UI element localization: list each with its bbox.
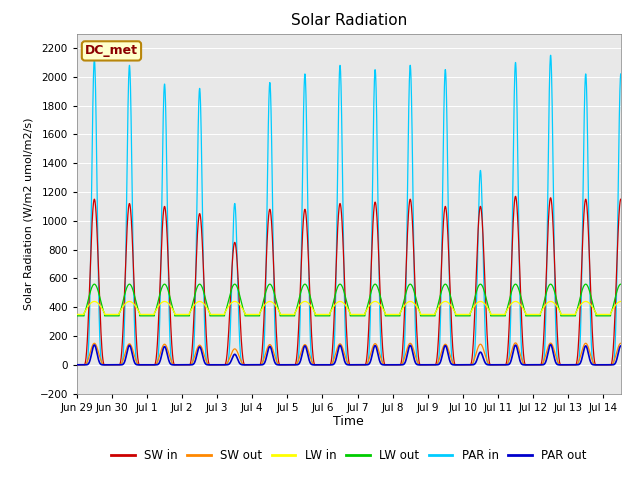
X-axis label: Time: Time [333,415,364,429]
Legend: SW in, SW out, LW in, LW out, PAR in, PAR out: SW in, SW out, LW in, LW out, PAR in, PA… [106,444,591,467]
Y-axis label: Solar Radiation (W/m2 umol/m2/s): Solar Radiation (W/m2 umol/m2/s) [24,117,34,310]
Title: Solar Radiation: Solar Radiation [291,13,407,28]
Text: DC_met: DC_met [85,44,138,58]
